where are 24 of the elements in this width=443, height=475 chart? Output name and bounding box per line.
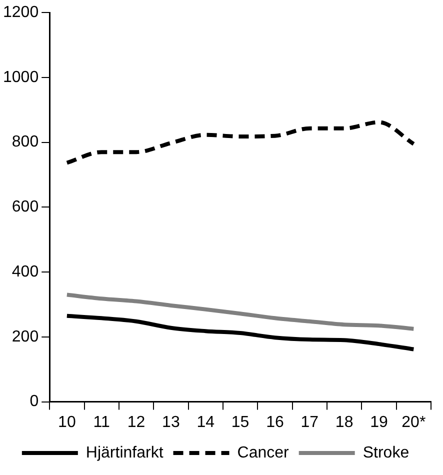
legend-label: Hjärtinfarkt bbox=[86, 444, 164, 462]
legend-label: Cancer bbox=[237, 444, 290, 462]
x-tick-label: 14 bbox=[196, 414, 215, 431]
x-tick-label: 17 bbox=[300, 414, 319, 431]
x-tick-label: 15 bbox=[231, 414, 250, 431]
x-tick-label: 19 bbox=[370, 414, 388, 431]
y-tick-label: 400 bbox=[12, 263, 39, 280]
x-tick-label: 20* bbox=[402, 414, 426, 431]
x-tick-label: 10 bbox=[58, 414, 76, 431]
legend-label: Stroke bbox=[362, 444, 410, 462]
line-series bbox=[64, 292, 416, 331]
x-tick-label: 18 bbox=[335, 414, 354, 431]
x-tick-label: 11 bbox=[93, 414, 110, 431]
x-tick-label: 12 bbox=[127, 414, 146, 431]
x-tick-label: 13 bbox=[162, 414, 180, 431]
y-tick-label: 1200 bbox=[3, 4, 39, 22]
y-tick-label: 1000 bbox=[3, 68, 39, 86]
y-tick-label: 600 bbox=[12, 198, 39, 216]
y-tick-label: 0 bbox=[30, 393, 39, 410]
line-series bbox=[64, 120, 416, 165]
y-tick-label: 200 bbox=[12, 328, 39, 346]
x-tick-label: 16 bbox=[266, 414, 284, 431]
y-tick-label: 800 bbox=[12, 134, 39, 151]
line-series bbox=[64, 314, 416, 352]
